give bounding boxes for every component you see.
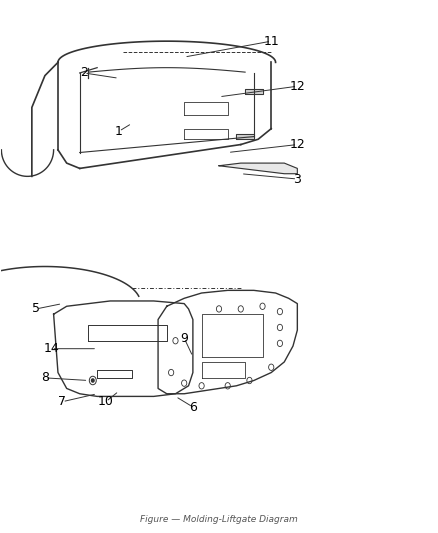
Text: 10: 10 xyxy=(98,395,114,408)
Text: 1: 1 xyxy=(115,125,123,138)
Text: 6: 6 xyxy=(189,400,197,414)
Text: Figure — Molding-Liftgate Diagram: Figure — Molding-Liftgate Diagram xyxy=(140,515,298,523)
Polygon shape xyxy=(245,89,262,94)
Text: 14: 14 xyxy=(43,342,59,355)
Polygon shape xyxy=(237,134,254,139)
Text: 9: 9 xyxy=(180,332,188,344)
Text: 5: 5 xyxy=(32,302,40,316)
Text: 12: 12 xyxy=(290,80,305,93)
Text: 12: 12 xyxy=(290,138,305,151)
Text: 8: 8 xyxy=(41,372,49,384)
Text: 3: 3 xyxy=(293,173,301,185)
Text: 2: 2 xyxy=(80,67,88,79)
Circle shape xyxy=(92,379,94,382)
Text: 7: 7 xyxy=(58,395,66,408)
Text: 11: 11 xyxy=(263,35,279,47)
Polygon shape xyxy=(219,163,297,174)
